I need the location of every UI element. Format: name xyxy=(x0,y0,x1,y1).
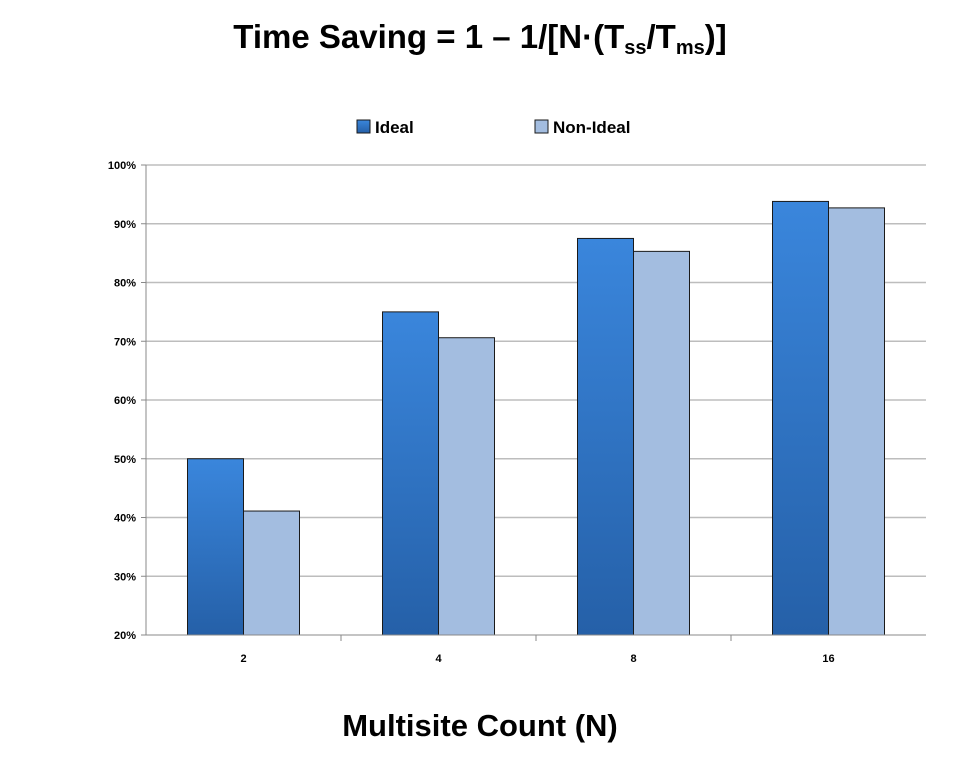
legend-swatch-non-ideal xyxy=(534,119,549,134)
chart-title: Time Saving = 1 – 1/[N·(Tss/Tms)] xyxy=(233,18,727,59)
y-tick-label: 40% xyxy=(114,513,136,525)
bar-ideal-2 xyxy=(187,458,244,636)
bar-ideal-8 xyxy=(577,237,634,636)
bar-ideal-16 xyxy=(772,200,829,636)
x-axis-label: Multisite Count (N) xyxy=(342,708,618,743)
bar-non-ideal-4 xyxy=(438,337,495,636)
legend-label-ideal: Ideal xyxy=(375,118,414,137)
y-tick-label: 20% xyxy=(114,630,136,642)
y-tick-label: 70% xyxy=(114,336,136,348)
x-tick-label: 8 xyxy=(630,653,636,665)
x-tick-label: 16 xyxy=(822,653,834,665)
x-tick-label: 2 xyxy=(240,653,246,665)
y-tick-label: 80% xyxy=(114,278,136,290)
bar-non-ideal-16 xyxy=(828,207,885,636)
legend-swatch-ideal xyxy=(356,119,371,134)
bar-ideal-4 xyxy=(382,311,439,636)
x-tick-label: 4 xyxy=(435,653,442,665)
bar-non-ideal-2 xyxy=(243,510,300,636)
legend: Ideal Non-Ideal xyxy=(356,118,630,137)
bar-chart: 20% 30% 40% 50% 60% 70% 80% 90% 100% 2 4 8 16 Ideal N… xyxy=(108,118,926,665)
bar-non-ideal-8 xyxy=(633,250,690,636)
y-tick-label: 60% xyxy=(114,395,136,407)
y-tick-label: 100% xyxy=(108,160,136,172)
y-tick-label: 50% xyxy=(114,454,136,466)
axes: 20% 30% 40% 50% 60% 70% 80% 90% 100% 2 4 8 16 xyxy=(108,160,926,665)
y-tick-label: 30% xyxy=(114,571,136,583)
bars xyxy=(187,200,885,636)
y-tick-label: 90% xyxy=(114,219,136,231)
legend-label-non-ideal: Non-Ideal xyxy=(553,118,630,137)
